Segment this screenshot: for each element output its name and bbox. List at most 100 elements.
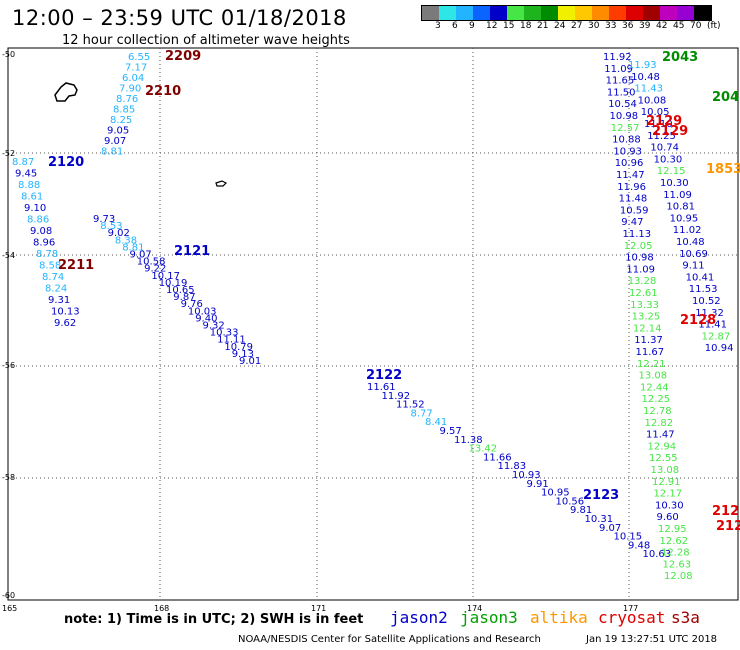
swh-value-label: 8.87 [12, 157, 34, 168]
swh-value-label: 11.47 [646, 430, 675, 441]
swh-value-label: 9.81 [570, 505, 592, 516]
swh-value-label: 8.96 [33, 238, 55, 249]
track-id-label: 2129 [652, 124, 688, 139]
colorbar-swatch [490, 6, 507, 20]
colorbar-tick-label: 27 [571, 21, 583, 31]
colorbar-swatch [677, 6, 694, 20]
swh-value-label: 11.93 [628, 60, 657, 71]
swh-value-label: 9.22 [144, 264, 166, 275]
swh-value-label: 10.98 [610, 111, 639, 122]
colorbar-swatch [609, 6, 626, 20]
swh-value-label: 12.82 [645, 418, 674, 429]
swh-value-label: 12.62 [660, 536, 689, 547]
swh-value-label: 12.17 [654, 489, 683, 500]
colorbar-swatch [422, 6, 439, 20]
satellite-legend-item: jason3 [460, 608, 518, 627]
colorbar-tick-label: 21 [537, 21, 549, 31]
track-id-label: 2122 [366, 368, 402, 383]
swh-value-label: 9.76 [181, 299, 203, 310]
swh-value-label: 10.48 [631, 72, 660, 83]
satellite-legend-item: cryosat [598, 608, 666, 627]
swh-value-label: 9.73 [93, 214, 115, 225]
swh-value-label: 11.65 [606, 76, 635, 87]
longitude-label: 177 [623, 604, 638, 613]
swh-value-label: 10.59 [620, 205, 649, 216]
swh-value-label: 8.74 [42, 272, 64, 283]
longitude-label: 165 [2, 604, 17, 613]
colorbar-swatch [694, 6, 711, 20]
swh-value-label: 12.94 [648, 441, 677, 452]
colorbar-swatch [507, 6, 524, 20]
swh-value-label: 8.85 [113, 105, 135, 116]
swh-value-label: 11.13 [623, 229, 652, 240]
swh-value-label: 9.45 [15, 169, 37, 180]
swh-value-label: 10.88 [612, 135, 641, 146]
swh-value-label: 10.54 [608, 99, 637, 110]
swh-value-label: 9.08 [30, 226, 52, 237]
track-id-label: 2121 [174, 244, 210, 259]
swh-value-label: 12.87 [702, 331, 731, 342]
colorbar-tick-label: 36 [622, 21, 634, 31]
swh-value-label: 12.25 [642, 394, 671, 405]
campbell-island-outline [215, 180, 228, 187]
swh-value-label: 9.13 [232, 349, 254, 360]
colorbar-tick-label: 6 [452, 21, 458, 31]
colorbar-tick-label: 15 [503, 21, 515, 31]
swh-value-label: 10.95 [541, 488, 570, 499]
colorbar-tick-label: 70 [690, 21, 702, 31]
swh-value-label: 9.62 [54, 318, 76, 329]
latitude-label: -58 [2, 473, 15, 482]
track-id-label: 212 [712, 504, 739, 519]
swh-value-label: 10.94 [705, 343, 734, 354]
colorbar-swatch [660, 6, 677, 20]
auckland-islands-outline [54, 82, 78, 102]
swh-value-label: 9.40 [195, 313, 217, 324]
latitude-label: -52 [2, 149, 15, 158]
swh-value-label: 12.63 [663, 559, 692, 570]
swh-value-label: 10.98 [625, 253, 654, 264]
swh-value-label: 9.07 [599, 523, 621, 534]
swh-value-label: 11.92 [382, 391, 411, 402]
swh-value-label: 10.96 [615, 158, 644, 169]
swh-value-label: 8.41 [425, 417, 447, 428]
swh-value-label: 12.44 [640, 382, 669, 393]
swh-value-label: 10.33 [210, 328, 239, 339]
swh-value-label: 8.58 [39, 261, 61, 272]
swh-value-label: 11.11 [217, 335, 246, 346]
swh-value-label: 8.81 [101, 147, 123, 158]
swh-value-label: 10.52 [692, 296, 721, 307]
swh-value-label: 7.90 [119, 84, 141, 95]
swh-value-label: 12.05 [624, 241, 653, 252]
swh-value-label: 8.61 [21, 192, 43, 203]
swh-value-label: 8.76 [116, 94, 138, 105]
swh-value-label: 11.47 [616, 170, 645, 181]
swh-value-label: 10.69 [679, 249, 708, 260]
swh-value-label: 10.93 [512, 470, 541, 481]
swh-value-label: 10.65 [166, 285, 195, 296]
colorbar-swatch [575, 6, 592, 20]
swh-value-label: 9.87 [173, 292, 195, 303]
colorbar-swatch [626, 6, 643, 20]
swh-value-label: 11.02 [673, 225, 702, 236]
swh-value-label: 8.25 [110, 115, 132, 126]
swh-value-label: 13.08 [639, 371, 668, 382]
swh-value-label: 8.88 [18, 180, 40, 191]
swh-value-label: 10.41 [686, 272, 715, 283]
swh-value-label: 11.09 [604, 64, 633, 75]
swh-value-label: 10.13 [51, 307, 80, 318]
footer-timestamp: Jan 19 13:27:51 UTC 2018 [586, 634, 718, 645]
satellite-legend-item: altika [530, 608, 588, 627]
latitude-label: -56 [2, 361, 15, 370]
swh-value-label: 8.53 [100, 221, 122, 232]
swh-value-label: 9.07 [130, 250, 152, 261]
swh-value-label: 9.60 [657, 512, 679, 523]
swh-value-label: 7.17 [125, 63, 147, 74]
wave-height-colorbar [421, 5, 712, 21]
swh-value-label: 11.10 [644, 119, 673, 130]
swh-value-label: 10.56 [556, 496, 585, 507]
colorbar-swatch [439, 6, 456, 20]
page-title: 12:00 – 23:59 UTC 01/18/2018 [12, 6, 347, 30]
latitude-label: -50 [2, 50, 15, 59]
track-id-label: 2209 [165, 49, 201, 64]
swh-value-label: 9.02 [108, 228, 130, 239]
